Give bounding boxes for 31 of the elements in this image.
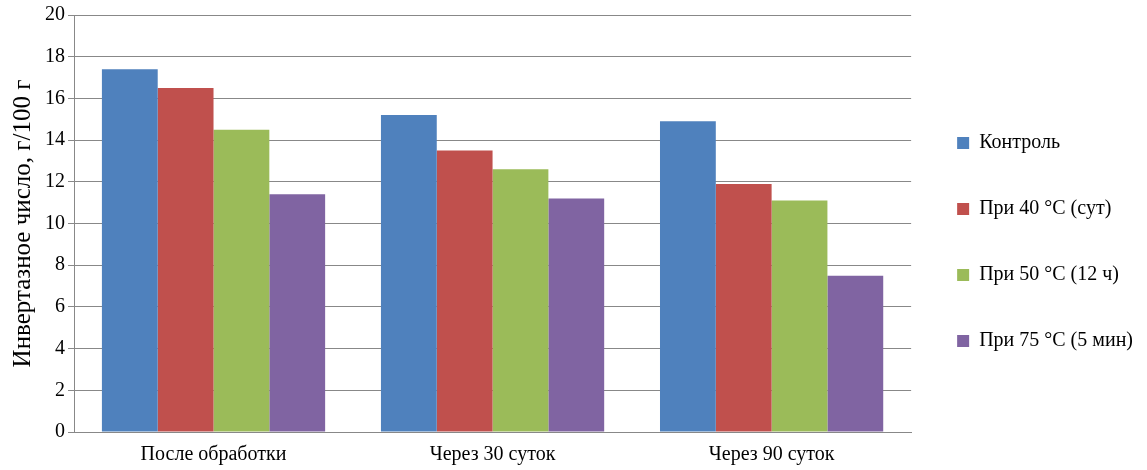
- bar: [436, 150, 493, 432]
- x-tick-label: Через 90 суток: [708, 442, 835, 466]
- bar: [269, 194, 326, 432]
- bar: [157, 87, 214, 432]
- y-tick-label: 20: [45, 2, 65, 25]
- y-tick-label: 4: [55, 335, 65, 358]
- y-tick-label: 6: [55, 294, 65, 317]
- y-tick-label: 0: [55, 419, 65, 442]
- bar: [380, 115, 437, 432]
- y-tick-label: 10: [45, 210, 65, 233]
- bar: [771, 200, 828, 432]
- bar: [715, 183, 772, 432]
- bar: [213, 129, 270, 432]
- bar: [492, 169, 549, 432]
- y-axis-title: Инвертазное число, г/100 г: [7, 79, 35, 368]
- legend-label: При 40 °С (сут): [979, 196, 1112, 220]
- legend-label: При 75 °С (5 мин): [979, 328, 1134, 352]
- y-tick-label: 14: [45, 127, 65, 150]
- y-tick-label: 2: [55, 377, 65, 400]
- legend-label: При 50 °С (12 ч): [979, 262, 1120, 286]
- bar: [548, 198, 605, 432]
- y-tick-label: 12: [45, 169, 65, 192]
- y-tick-label: 8: [55, 252, 65, 275]
- y-tick-label: 16: [45, 85, 65, 108]
- legend-label: Контроль: [979, 130, 1061, 154]
- x-tick-label: Через 30 суток: [429, 442, 556, 466]
- x-tick-label: После обработки: [140, 442, 287, 466]
- bar: [659, 121, 716, 432]
- bar: [827, 275, 884, 432]
- bar: [101, 69, 158, 432]
- y-tick-label: 18: [45, 43, 65, 66]
